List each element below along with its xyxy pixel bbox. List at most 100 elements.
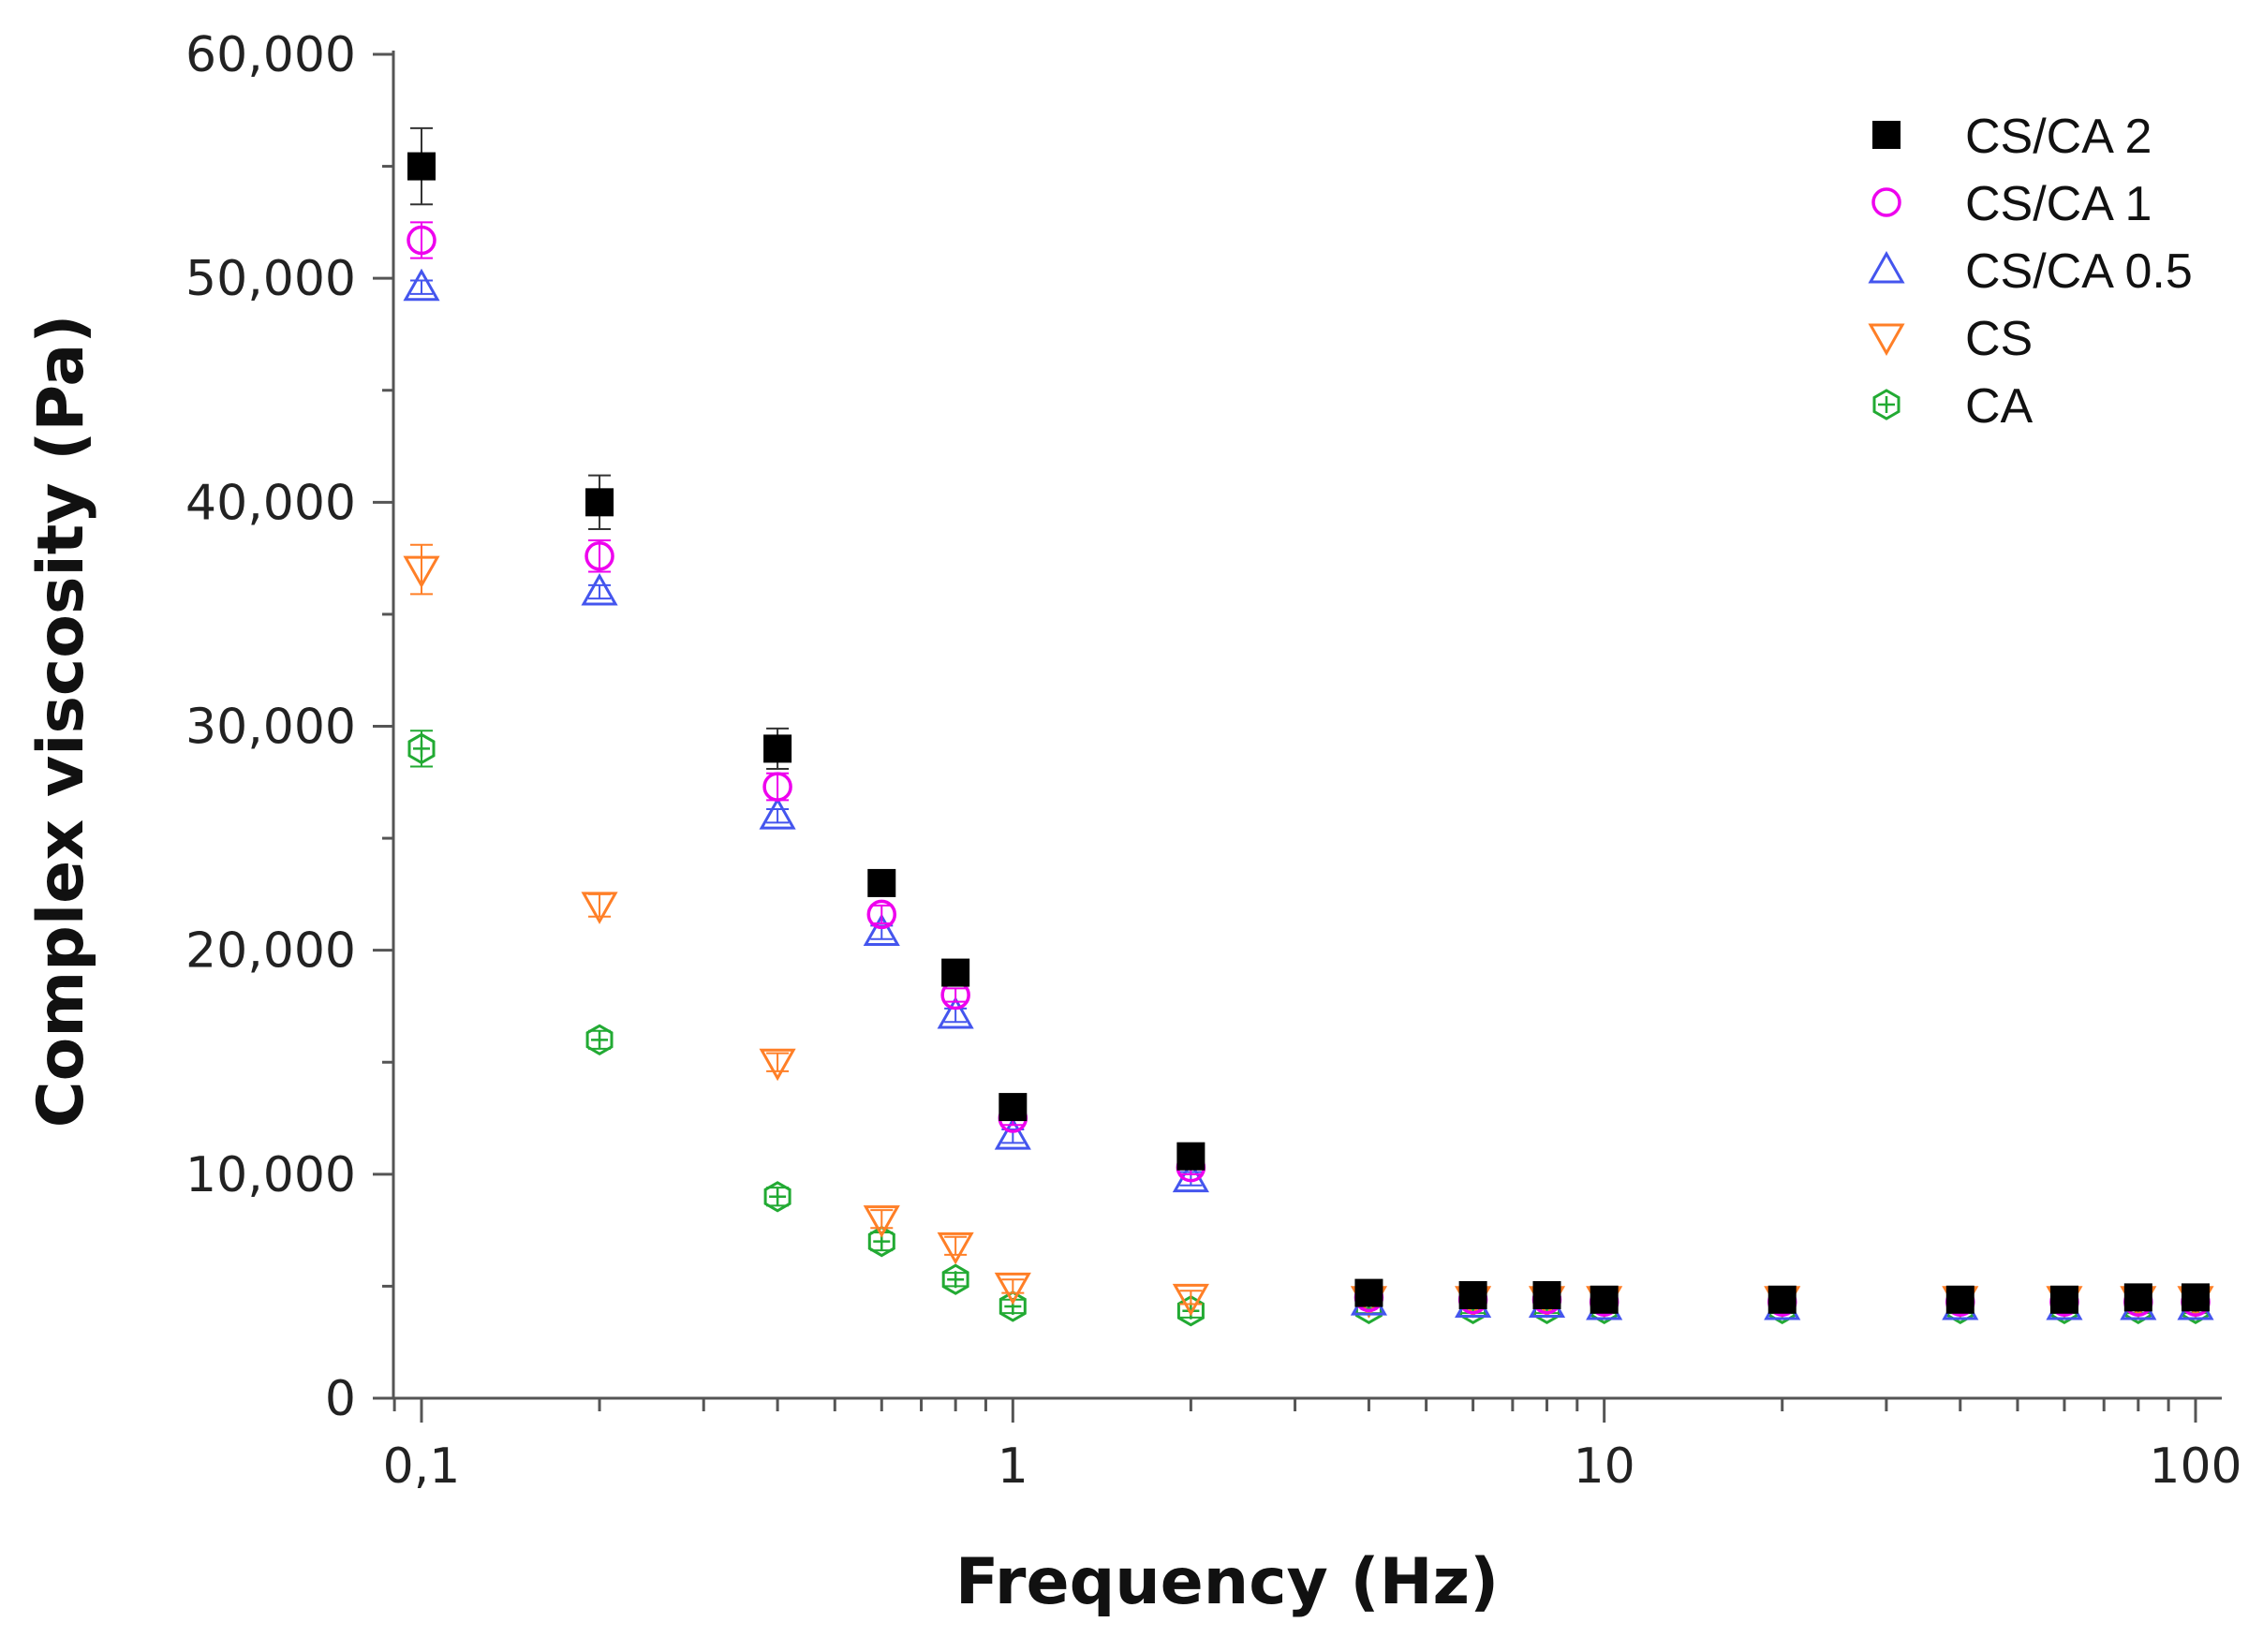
- data-point: [763, 734, 792, 763]
- marker-triangle-down: [863, 1205, 900, 1238]
- data-point: [581, 892, 618, 924]
- data-point: [1176, 1142, 1205, 1171]
- marker-circle: [407, 225, 436, 256]
- marker-hexagon: [1872, 389, 1901, 420]
- data-point: [866, 899, 897, 930]
- data-point: [867, 868, 896, 897]
- data-point: [2182, 1283, 2210, 1312]
- legend-label: CS/CA 1: [1965, 177, 2152, 231]
- marker-square: [1590, 1285, 1619, 1314]
- legend-marker: [1872, 389, 1901, 420]
- legend-marker: [1871, 187, 1901, 217]
- marker-square: [867, 868, 896, 897]
- marker-square: [1354, 1278, 1383, 1307]
- data-point: [941, 1263, 969, 1295]
- x-tick-label: 0,1: [383, 1438, 461, 1495]
- y-tick-label: 50,000: [185, 251, 356, 307]
- marker-triangle-up: [937, 996, 974, 1029]
- legend-entry: CS/CA 1: [1871, 177, 2152, 231]
- marker-circle: [866, 899, 897, 930]
- legend-entry: CS: [1868, 312, 2033, 366]
- data-point: [407, 225, 436, 256]
- legend-label: CS/CA 2: [1965, 110, 2152, 164]
- data-marks: [403, 126, 2214, 1327]
- data-point: [585, 1024, 614, 1056]
- y-tick-label: 40,000: [185, 475, 356, 531]
- marker-square: [998, 1093, 1028, 1122]
- data-point: [763, 1181, 791, 1213]
- legend-marker: [1868, 323, 1905, 357]
- marker-triangle-down: [581, 892, 618, 924]
- y-tick-label: 0: [325, 1371, 356, 1427]
- data-point: [994, 1117, 1031, 1150]
- data-point: [941, 958, 970, 987]
- data-point: [998, 1093, 1028, 1122]
- legend-label: CS: [1965, 312, 2033, 366]
- marker-hexagon: [407, 732, 436, 765]
- data-point: [863, 1205, 900, 1238]
- y-tick-label: 30,000: [185, 700, 356, 756]
- marker-triangle-down: [994, 1272, 1031, 1305]
- series-cs-ca-2: [407, 126, 2210, 1314]
- marker-hexagon: [867, 1225, 895, 1258]
- marker-hexagon: [941, 1263, 969, 1295]
- data-point: [759, 797, 796, 830]
- data-point: [762, 772, 792, 802]
- data-point: [937, 996, 974, 1029]
- marker-triangle-up: [581, 572, 618, 606]
- marker-triangle-down: [937, 1232, 974, 1265]
- data-point: [403, 555, 440, 589]
- data-point: [937, 1232, 974, 1265]
- data-point: [994, 1272, 1031, 1305]
- marker-triangle-down: [1868, 323, 1905, 357]
- marker-square: [407, 152, 436, 181]
- marker-square: [2182, 1283, 2210, 1312]
- ticks: 0 10,000 20,000 30,000 40,000 50,000 60,000 0,1…: [185, 27, 2242, 1495]
- data-point: [759, 1048, 796, 1082]
- data-point: [1354, 1278, 1383, 1307]
- legend-entry: CA: [1872, 379, 2034, 434]
- data-point: [1172, 1283, 1209, 1317]
- marker-square: [1176, 1142, 1205, 1171]
- legend-entry: CS/CA 2: [1872, 110, 2152, 164]
- marker-square: [1768, 1285, 1797, 1314]
- data-point: [1768, 1285, 1797, 1314]
- marker-square: [2049, 1285, 2078, 1314]
- data-point: [1532, 1280, 1561, 1309]
- data-point: [1590, 1285, 1619, 1314]
- marker-triangle-up: [994, 1117, 1031, 1150]
- marker-hexagon: [585, 1024, 614, 1056]
- marker-circle: [762, 772, 792, 802]
- marker-triangle-down: [403, 555, 440, 589]
- legend-label: CS/CA 0.5: [1965, 244, 2193, 299]
- marker-triangle-up: [759, 797, 796, 830]
- marker-hexagon: [1176, 1294, 1205, 1327]
- data-point: [584, 540, 614, 571]
- legend-marker: [1868, 250, 1905, 284]
- marker-square: [2123, 1283, 2152, 1312]
- data-point: [2123, 1283, 2152, 1312]
- x-tick-label: 10: [1574, 1438, 1635, 1495]
- x-tick-label: 1: [998, 1438, 1028, 1495]
- marker-triangle-down: [759, 1048, 796, 1082]
- x-tick-label: 100: [2149, 1438, 2241, 1495]
- marker-triangle-up: [863, 913, 900, 947]
- data-point: [407, 152, 436, 181]
- marker-square: [763, 734, 792, 763]
- marker-hexagon: [998, 1291, 1027, 1322]
- marker-square: [1458, 1280, 1487, 1309]
- y-axis-title: Complex viscosity (Pa): [24, 315, 98, 1128]
- data-point: [2049, 1285, 2078, 1314]
- legend-label: CA: [1965, 379, 2034, 434]
- data-point: [585, 488, 614, 517]
- y-tick-label: 20,000: [185, 923, 356, 980]
- marker-square: [1872, 121, 1901, 149]
- marker-circle: [1871, 187, 1901, 217]
- x-axis-title: Frequency (Hz): [955, 1545, 1499, 1619]
- marker-triangle-up: [403, 268, 440, 302]
- marker-square: [1945, 1285, 1975, 1314]
- marker-hexagon: [763, 1181, 791, 1213]
- data-point: [581, 572, 618, 606]
